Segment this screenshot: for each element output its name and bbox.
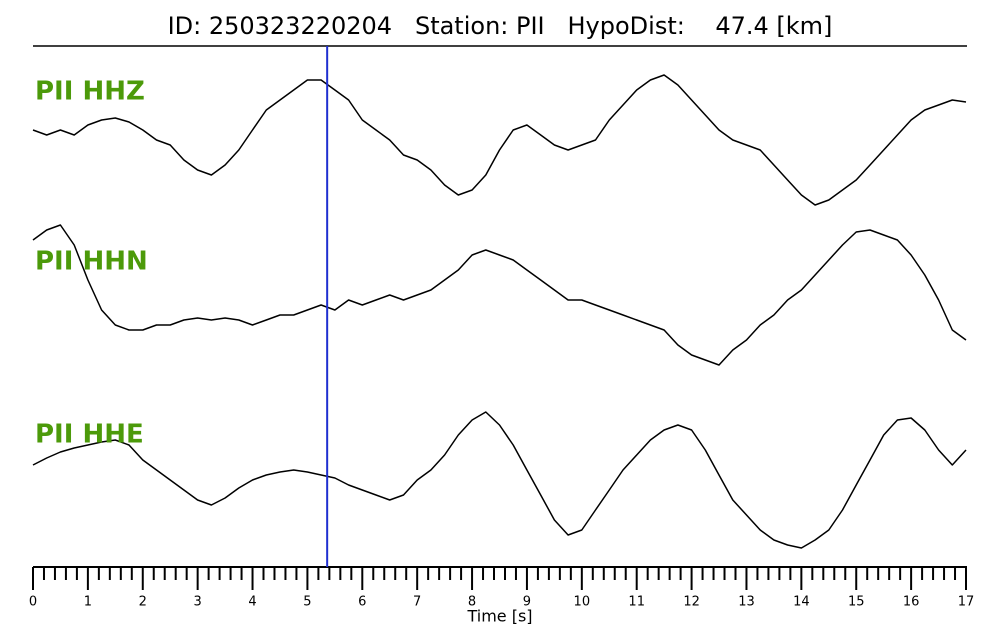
- x-tick-label: 16: [903, 595, 920, 610]
- x-tick-label: 10: [574, 595, 591, 610]
- x-tick-label: 12: [683, 595, 700, 610]
- trace-label: PII HHE: [35, 420, 144, 450]
- x-tick-label: 4: [248, 595, 256, 610]
- trace: [32, 224, 967, 366]
- x-tick-label: 7: [413, 595, 421, 610]
- trace: [32, 74, 967, 206]
- trace: [32, 411, 967, 549]
- x-tick-label: 1: [84, 595, 92, 610]
- x-tick-label: 15: [848, 595, 865, 610]
- trace-label: PII HHZ: [35, 77, 145, 107]
- x-tick-label: 14: [793, 595, 810, 610]
- x-tick-label: 6: [358, 595, 366, 610]
- x-tick-label: 3: [194, 595, 202, 610]
- x-tick-label: 9: [523, 595, 531, 610]
- x-tick-label: 8: [468, 595, 476, 610]
- trace-label: PII HHN: [35, 247, 148, 277]
- x-tick-label: 17: [958, 595, 975, 610]
- chart-title: ID: 250323220204 Station: PII HypoDist: …: [168, 12, 833, 40]
- x-tick-label: 5: [303, 595, 311, 610]
- x-tick-label: 11: [628, 595, 645, 610]
- x-tick-label: 0: [29, 595, 37, 610]
- x-tick-label: 13: [738, 595, 755, 610]
- x-tick-label: 2: [139, 595, 147, 610]
- x-axis-label: Time [s]: [466, 607, 532, 626]
